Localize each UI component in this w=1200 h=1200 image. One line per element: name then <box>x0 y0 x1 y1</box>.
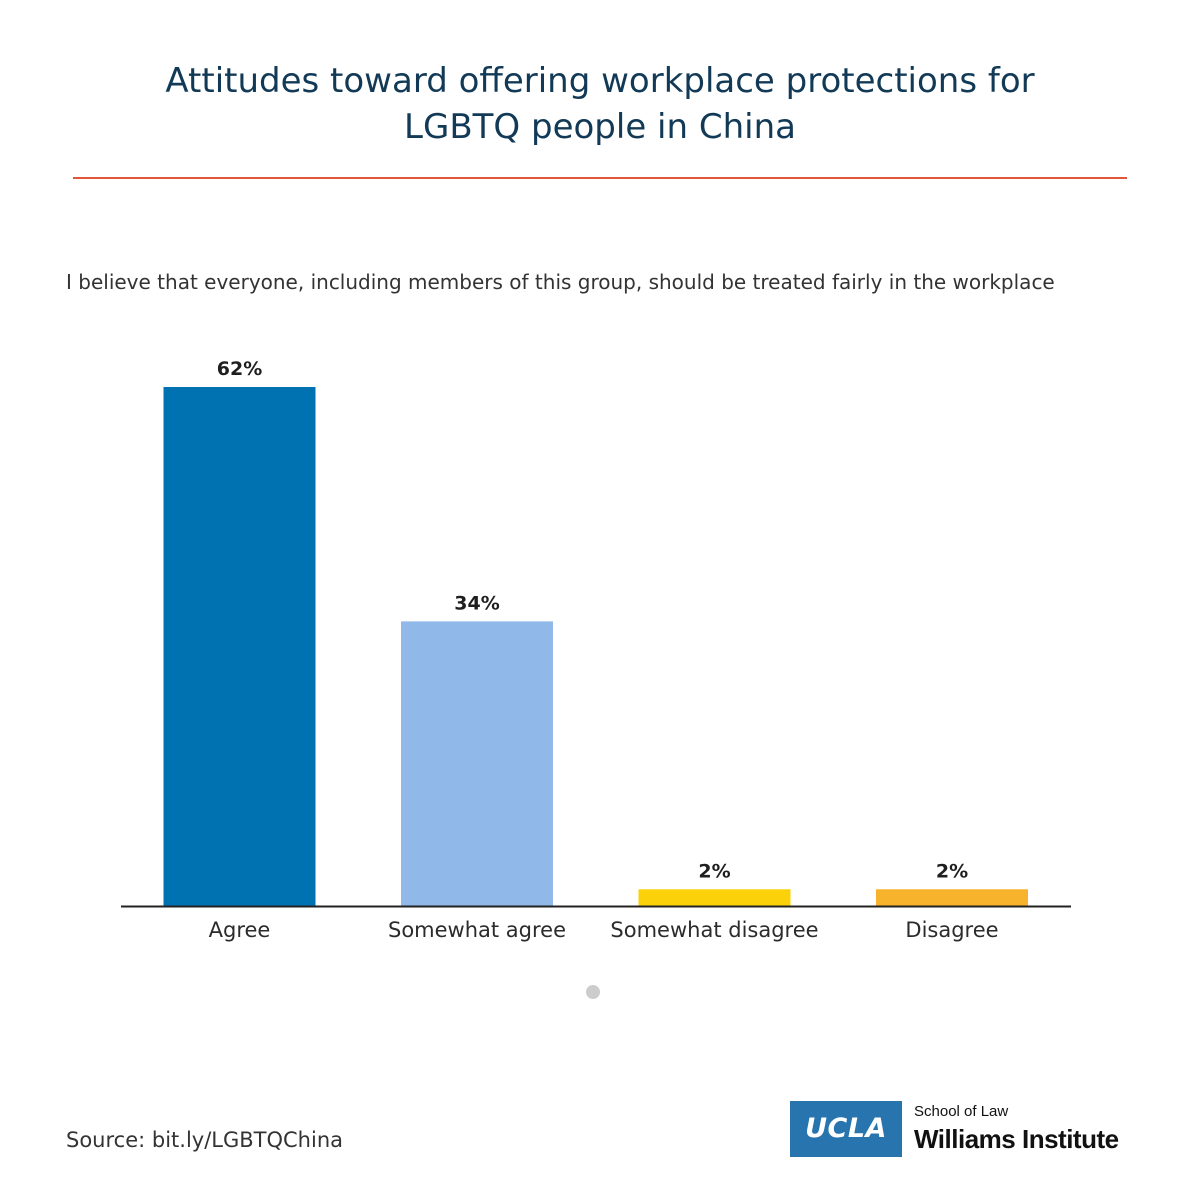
ucla-williams-institute-logo: UCLA School of Law Williams Institute <box>790 1101 1140 1157</box>
chart-title-line-2: LGBTQ people in China <box>404 107 796 147</box>
chart-title: Attitudes toward offering workplace prot… <box>100 58 1100 150</box>
bar-chart: 62% Agree 34% Somewhat agree 2% Somewhat disa… <box>121 358 1071 942</box>
bar-agree <box>163 387 316 906</box>
chart-subtitle: I believe that everyone, including membe… <box>66 270 1055 294</box>
category-label: Somewhat disagree <box>610 918 818 942</box>
ucla-logo-mark: UCLA <box>790 1101 902 1157</box>
source-note: Source: bit.ly/LGBTQChina <box>66 1128 344 1152</box>
category-label: Agree <box>209 918 271 942</box>
bar-somewhat-disagree <box>638 889 791 906</box>
carousel-indicator-dot[interactable] <box>586 985 600 999</box>
data-label: 34% <box>454 592 499 614</box>
data-label: 2% <box>698 860 730 882</box>
chart-title-line-1: Attitudes toward offering workplace prot… <box>165 61 1035 101</box>
logo-williams-institute: Williams Institute <box>914 1124 1119 1154</box>
logo-school-of-law: School of Law <box>914 1103 1009 1120</box>
category-label: Disagree <box>905 918 998 942</box>
bar-disagree <box>876 889 1028 906</box>
data-label: 62% <box>217 358 262 380</box>
data-label: 2% <box>936 860 968 882</box>
bar-somewhat-agree <box>401 621 553 906</box>
title-divider <box>73 177 1127 179</box>
category-label: Somewhat agree <box>388 918 566 942</box>
